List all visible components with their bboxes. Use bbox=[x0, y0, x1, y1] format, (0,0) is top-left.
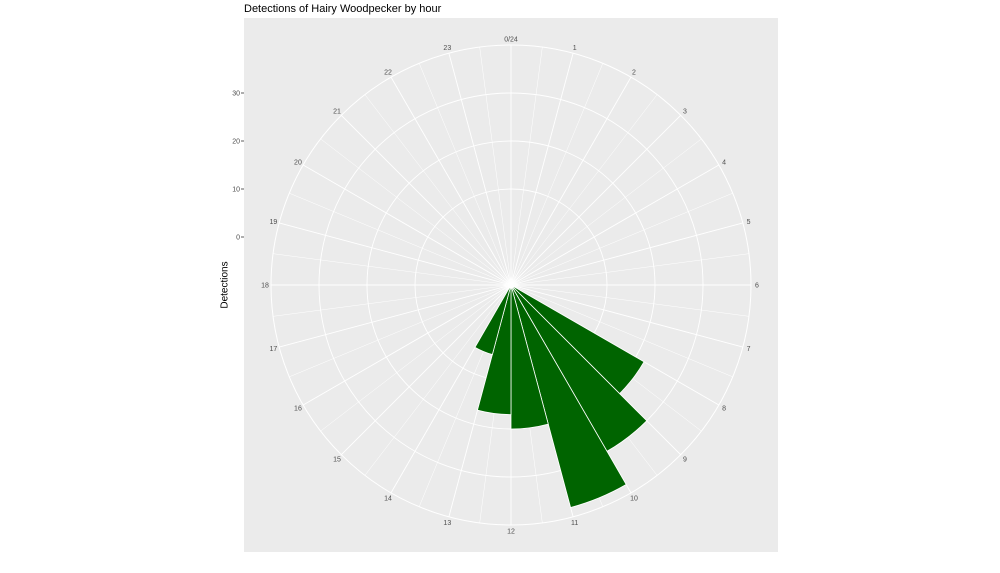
grid-spoke-minor bbox=[510, 63, 604, 286]
hour-label: 14 bbox=[384, 496, 392, 503]
grid-spoke-minor bbox=[273, 253, 512, 286]
hour-label: 6 bbox=[755, 283, 759, 290]
grid-spoke-major bbox=[279, 284, 512, 348]
grid-spoke-minor bbox=[510, 47, 543, 286]
grid-spoke-minor bbox=[510, 192, 733, 286]
grid-spoke-major bbox=[510, 53, 574, 286]
y-axis-ticks: 0 10 20 30 bbox=[232, 91, 244, 242]
grid-spoke-major bbox=[510, 76, 632, 286]
grid-spoke-minor bbox=[289, 284, 512, 378]
bar-layer bbox=[474, 284, 648, 509]
grid-spoke-minor bbox=[479, 47, 512, 286]
grid-spoke-major bbox=[279, 222, 512, 286]
grid-spoke-minor bbox=[320, 284, 512, 432]
grid-spoke-minor bbox=[273, 284, 512, 317]
hour-label: 18 bbox=[261, 283, 269, 290]
grid-spoke-minor bbox=[364, 284, 512, 476]
hour-label-layer: 0/24123456789101112131415161718192021222… bbox=[261, 37, 759, 536]
hour-label: 0/24 bbox=[504, 37, 518, 44]
grid-spoke-minor bbox=[510, 138, 702, 286]
y-tick-label: 30 bbox=[232, 91, 240, 98]
hour-label: 11 bbox=[571, 520, 578, 527]
hour-label: 16 bbox=[294, 406, 302, 413]
hour-label: 7 bbox=[747, 346, 751, 353]
hour-label: 4 bbox=[722, 160, 726, 167]
grid-spoke-minor bbox=[510, 94, 658, 286]
grid-spoke-minor bbox=[364, 94, 512, 286]
hour-label: 5 bbox=[747, 219, 751, 226]
bar-hour-12 bbox=[510, 284, 549, 430]
grid-spoke-major bbox=[510, 164, 720, 286]
chart-title: Detections of Hairy Woodpecker by hour bbox=[244, 3, 442, 15]
grid-spoke-major bbox=[302, 284, 512, 406]
hour-label: 12 bbox=[507, 529, 515, 536]
hour-label: 15 bbox=[333, 456, 341, 463]
hour-label: 1 bbox=[573, 45, 577, 52]
grid-spoke-major bbox=[448, 53, 512, 286]
grid-spoke-major bbox=[390, 76, 512, 286]
bar-hour-11 bbox=[510, 284, 627, 509]
grid-spoke-minor bbox=[510, 284, 749, 317]
y-tick-label: 10 bbox=[232, 187, 240, 194]
grid-spoke-major bbox=[510, 114, 682, 286]
hour-label: 9 bbox=[683, 456, 687, 463]
hour-label: 22 bbox=[384, 69, 392, 76]
hour-label: 19 bbox=[269, 219, 277, 226]
hour-label: 20 bbox=[294, 160, 302, 167]
hour-label: 13 bbox=[443, 520, 451, 527]
hour-label: 8 bbox=[722, 406, 726, 413]
y-tick-label: 0 bbox=[236, 235, 240, 242]
grid-spoke-minor bbox=[418, 63, 512, 286]
grid-spoke-major bbox=[340, 114, 512, 286]
hour-label: 2 bbox=[632, 69, 636, 76]
grid-spoke-major bbox=[302, 164, 512, 286]
hour-label: 21 bbox=[333, 109, 341, 116]
grid-spoke-minor bbox=[510, 284, 733, 378]
grid-spoke-major bbox=[340, 284, 512, 456]
bar-hour-14 bbox=[474, 284, 512, 356]
grid-layer bbox=[270, 44, 752, 526]
grid-spoke-major bbox=[510, 222, 743, 286]
y-tick-label: 20 bbox=[232, 139, 240, 146]
hour-label: 10 bbox=[630, 496, 638, 503]
grid-spoke-minor bbox=[320, 138, 512, 286]
grid-spoke-major bbox=[510, 284, 743, 348]
grid-spoke-minor bbox=[289, 192, 512, 286]
hour-label: 3 bbox=[683, 109, 687, 116]
hour-label: 23 bbox=[443, 45, 451, 52]
hour-label: 17 bbox=[269, 346, 277, 353]
grid-spoke-minor bbox=[510, 253, 749, 286]
